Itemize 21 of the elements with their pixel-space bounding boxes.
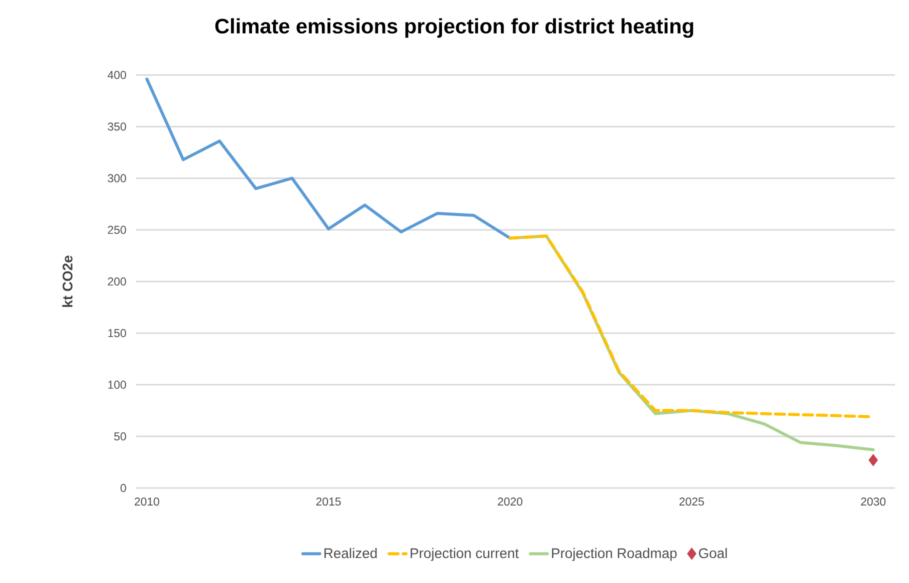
- y-tick-label: 150: [108, 329, 126, 338]
- y-tick-label: 350: [108, 122, 126, 131]
- y-tick-label: 100: [108, 380, 126, 389]
- x-tick-label: 2025: [679, 498, 704, 506]
- y-axis-title: kt CO2e: [62, 256, 72, 307]
- x-tick-label: 2015: [316, 498, 341, 506]
- legend-label: Projection Roadmap: [552, 548, 677, 561]
- y-tick-label: 400: [108, 70, 126, 80]
- y-tick-label: 250: [108, 226, 126, 234]
- y-tick-label: 300: [108, 174, 126, 182]
- legend-label: Realized: [324, 548, 377, 558]
- x-tick-label: 2010: [134, 498, 160, 506]
- legend-label: Goal: [698, 548, 727, 558]
- y-tick-label: 0: [120, 484, 126, 492]
- y-tick-label: 50: [114, 432, 126, 440]
- x-tick-label: 2030: [861, 498, 886, 506]
- chart-title: Climate emissions projection for district heating: [215, 18, 694, 38]
- y-tick-label: 200: [108, 277, 126, 286]
- x-tick-label: 2020: [498, 498, 522, 506]
- line-series: [145, 78, 512, 240]
- legend-label: Projection current: [410, 548, 519, 561]
